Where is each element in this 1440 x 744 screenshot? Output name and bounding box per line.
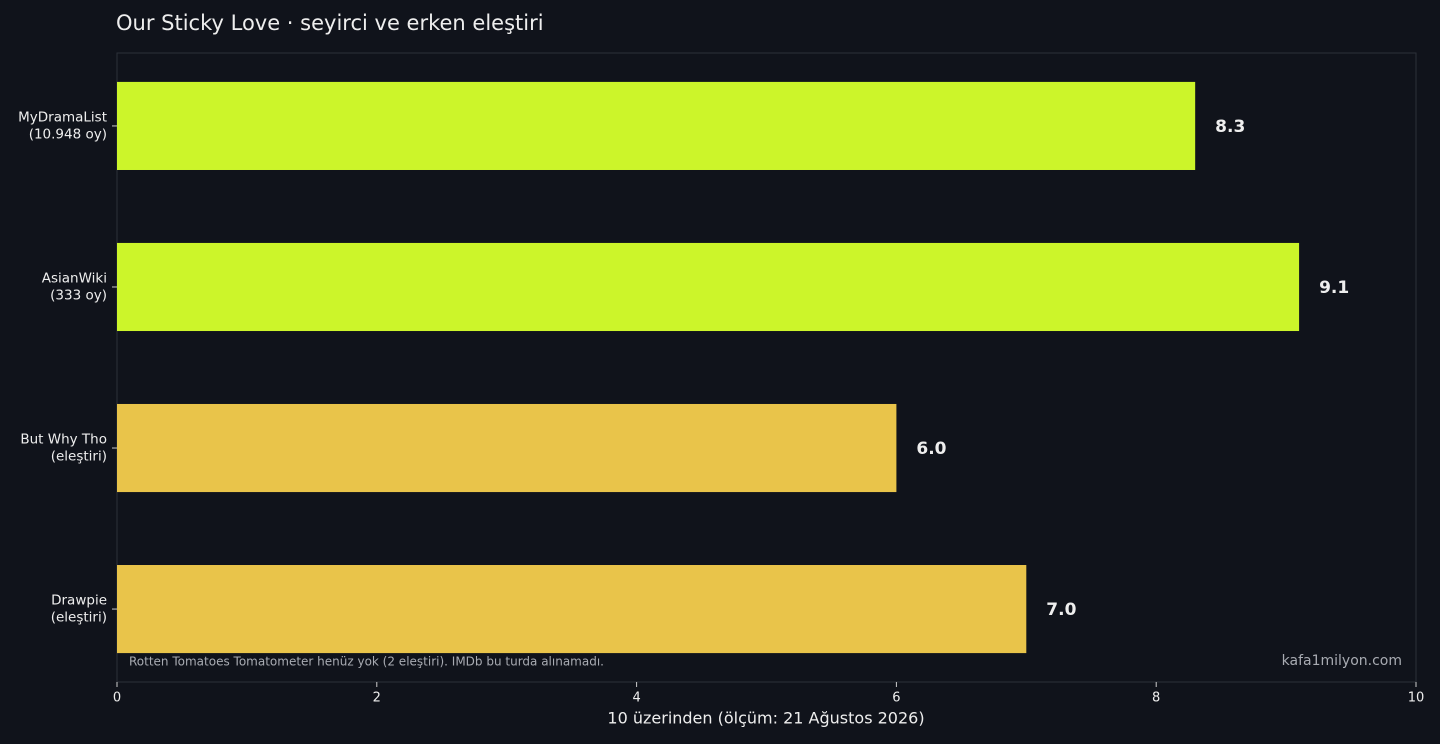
y-tick-label: (eleştiri) xyxy=(51,449,107,465)
watermark: kafa1milyon.com xyxy=(1282,653,1402,669)
x-tick-label: 10 xyxy=(1408,691,1425,706)
x-tick-label: 2 xyxy=(373,691,381,706)
bar xyxy=(117,565,1027,654)
value-label: 9.1 xyxy=(1319,278,1349,298)
x-tick-label: 6 xyxy=(892,691,900,706)
y-tick-label: MyDramaList xyxy=(18,109,107,125)
value-label: 7.0 xyxy=(1046,600,1076,620)
y-tick-label: AsianWiki xyxy=(42,270,107,286)
y-tick-label: Drawpie xyxy=(51,593,107,609)
y-tick-label: (eleştiri) xyxy=(51,610,107,626)
x-tick-label: 8 xyxy=(1152,691,1160,706)
plot-frame xyxy=(116,52,1417,683)
y-tick-label: (333 oy) xyxy=(50,287,107,303)
chart-title: Our Sticky Love · seyirci ve erken eleşt… xyxy=(116,11,544,35)
x-axis-label: 10 üzerinden (ölçüm: 21 Ağustos 2026) xyxy=(607,709,924,728)
value-label: 6.0 xyxy=(916,439,946,459)
x-tick-label: 4 xyxy=(632,691,640,706)
annotation: Rotten Tomatoes Tomatometer henüz yok (2… xyxy=(129,655,604,669)
x-tick-label: 0 xyxy=(113,691,121,706)
y-tick-label: (10.948 oy) xyxy=(29,126,107,142)
value-label: 8.3 xyxy=(1215,117,1245,137)
y-tick-label: But Why Tho xyxy=(20,432,107,448)
bar xyxy=(117,81,1196,170)
bar xyxy=(117,403,897,493)
bar xyxy=(117,242,1300,332)
